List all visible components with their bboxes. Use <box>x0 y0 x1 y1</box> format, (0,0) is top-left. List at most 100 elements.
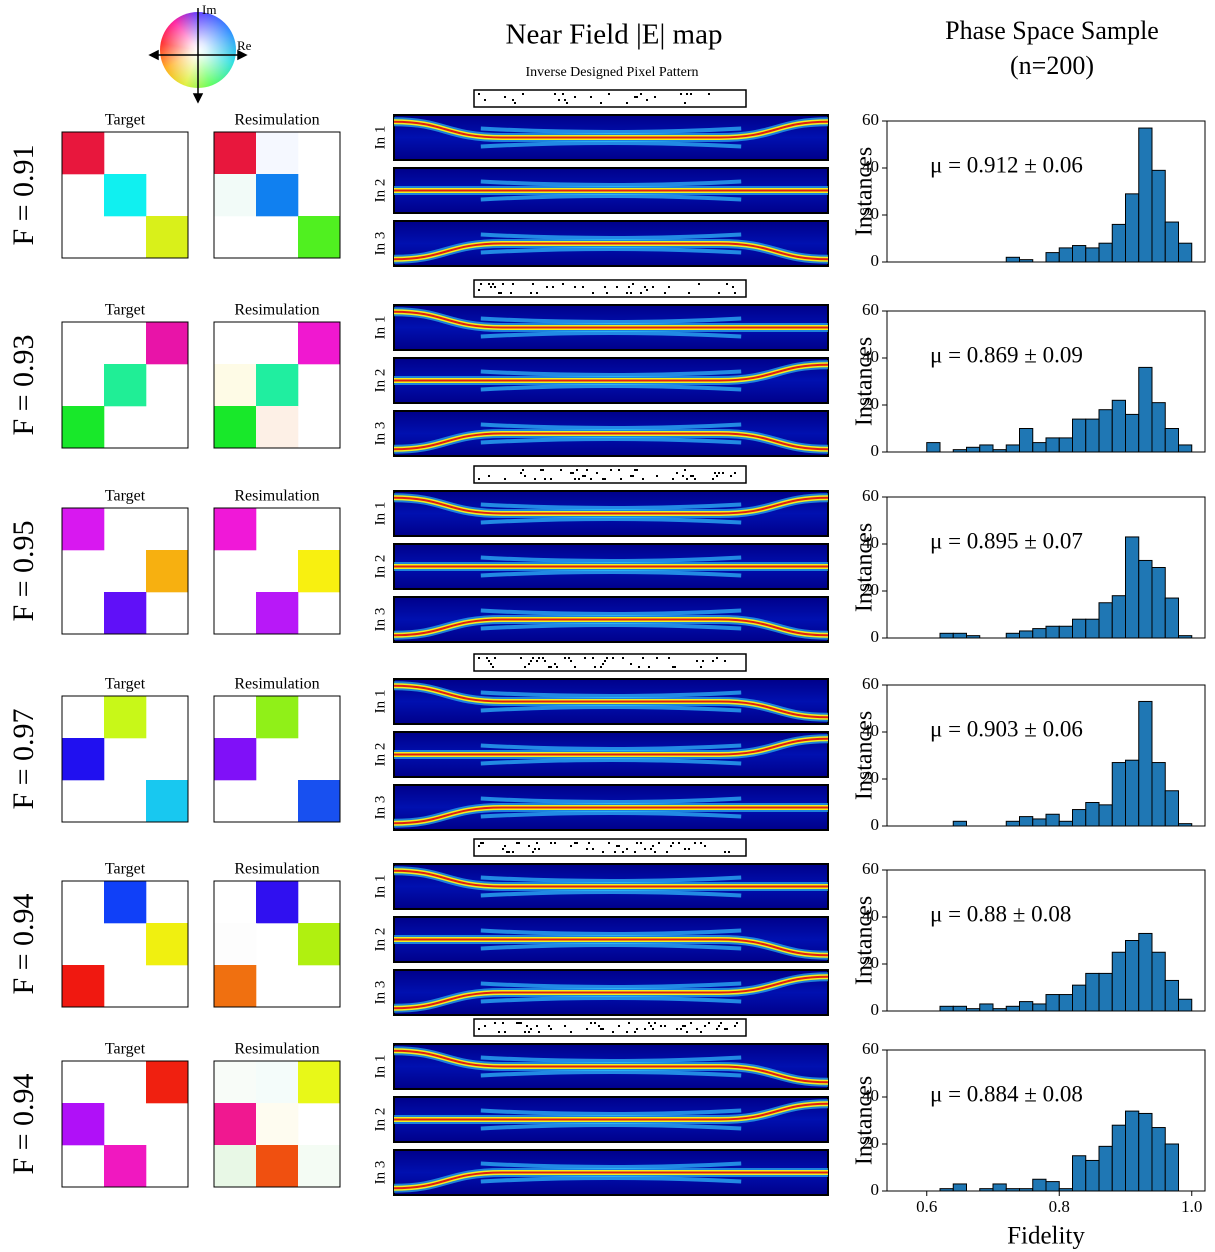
field-core <box>393 684 829 719</box>
pixel <box>536 842 538 844</box>
near-field-map <box>393 357 829 404</box>
pixel <box>532 283 534 285</box>
bar <box>1138 1112 1153 1192</box>
pixel <box>494 286 496 288</box>
bar <box>1151 762 1166 827</box>
target-matrix <box>61 1060 189 1188</box>
bar <box>1111 223 1126 263</box>
pixel <box>590 96 592 98</box>
pixel <box>734 292 736 294</box>
pixel <box>636 96 638 98</box>
matrix-cell <box>256 1103 299 1146</box>
pixel <box>550 666 552 668</box>
pixel <box>664 292 666 294</box>
pixel <box>618 1025 620 1027</box>
pixel <box>536 660 538 662</box>
bar <box>1072 984 1087 1012</box>
pixel <box>720 1022 722 1024</box>
pixel <box>486 657 488 659</box>
matrix-cell <box>214 1061 257 1104</box>
pixel <box>612 1031 614 1033</box>
pixel-pattern-title: Inverse Designed Pixel Pattern <box>525 65 698 80</box>
field-glow <box>480 928 742 951</box>
pixel <box>608 842 610 844</box>
y-tick-label: 60 <box>862 110 879 129</box>
pixel-frame <box>473 838 747 857</box>
pixel <box>734 472 736 474</box>
bar <box>952 820 967 827</box>
y-axis-label: Instances <box>852 896 878 985</box>
bar <box>1098 602 1113 639</box>
target-matrix-title: Target <box>105 861 146 878</box>
pixel <box>602 663 604 665</box>
pixel <box>570 472 572 474</box>
pixel <box>512 99 514 101</box>
pixel <box>504 845 506 847</box>
pixel-frame <box>473 653 747 672</box>
bar <box>1125 536 1140 639</box>
pixel <box>690 1022 692 1024</box>
pixel <box>644 286 646 288</box>
pixel <box>564 1025 566 1027</box>
matrix-cell <box>214 174 257 217</box>
pixel <box>510 292 512 294</box>
pixel <box>526 1025 528 1027</box>
pixel <box>478 478 480 480</box>
bar <box>1111 762 1126 827</box>
pixel <box>578 478 580 480</box>
pixel <box>574 842 576 844</box>
matrix-cell <box>104 1145 147 1188</box>
pixel <box>598 1025 600 1027</box>
bar <box>1178 242 1193 263</box>
resimulation-matrix <box>213 880 341 1008</box>
bar <box>1032 1178 1047 1192</box>
pixel <box>594 1022 596 1024</box>
y-tick-label: 40 <box>862 157 879 176</box>
pixel <box>550 842 552 844</box>
matrix-cell <box>146 923 189 966</box>
pixel <box>718 292 720 294</box>
y-tick-label: 60 <box>862 486 879 505</box>
pixel <box>650 1025 652 1027</box>
field-glow <box>480 796 742 819</box>
pixel <box>590 478 592 480</box>
input-label: In 1 <box>372 875 388 899</box>
y-tick-label: 20 <box>862 953 879 972</box>
annotation: μ = 0.903 ± 0.06 <box>930 716 1083 741</box>
bar <box>1045 437 1060 453</box>
matrix-cell <box>214 1103 257 1146</box>
target-matrix <box>61 131 189 259</box>
pixel <box>604 286 606 288</box>
pixel <box>630 292 632 294</box>
input-label: In 3 <box>372 1161 388 1185</box>
pixel <box>626 848 628 850</box>
matrix-frame <box>61 880 189 1008</box>
pixel <box>694 842 696 844</box>
input-label: In 1 <box>372 1055 388 1079</box>
pixel <box>660 1025 662 1027</box>
pixel <box>626 102 628 104</box>
pixel <box>570 845 572 847</box>
pixel <box>694 478 696 480</box>
pixel <box>632 283 634 285</box>
pixel <box>584 657 586 659</box>
pixel <box>700 842 702 844</box>
pixel <box>680 93 682 95</box>
pixel <box>478 93 480 95</box>
pixel <box>696 1028 698 1030</box>
field-glow <box>480 608 742 631</box>
pixel <box>512 851 514 853</box>
matrix-frame <box>61 695 189 823</box>
pixel <box>674 666 676 668</box>
matrix-cell <box>62 738 105 781</box>
resimulation-matrix-title: Resimulation <box>234 1041 319 1058</box>
pixel <box>690 475 692 477</box>
matrix-cell <box>256 364 299 407</box>
matrix-cell <box>104 881 147 924</box>
pixel <box>560 469 562 471</box>
field-glow <box>480 875 742 898</box>
pixel <box>684 102 686 104</box>
bar <box>1138 127 1153 263</box>
pixel <box>672 842 674 844</box>
